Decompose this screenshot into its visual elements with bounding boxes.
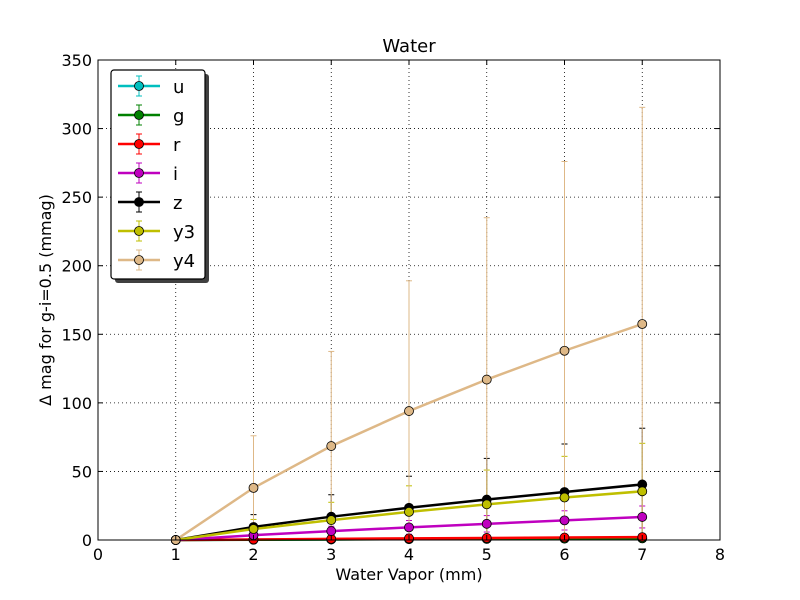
x-tick-label: 8 (715, 545, 725, 564)
x-axis-label: Water Vapor (mm) (335, 565, 482, 584)
data-point-i (559, 515, 570, 526)
legend-marker-y4 (134, 255, 144, 265)
data-point-y3 (326, 515, 337, 526)
y-tick-label: 0 (82, 531, 92, 550)
legend-label-i: i (173, 164, 178, 185)
data-point-i (637, 512, 648, 522)
x-tick-label: 3 (326, 545, 336, 564)
y-tick-label: 250 (61, 188, 92, 207)
legend-label-z: z (173, 193, 182, 214)
y-tick-label: 50 (72, 462, 92, 481)
legend-marker-u (134, 81, 144, 91)
legend-label-y3: y3 (173, 222, 195, 243)
x-tick-label: 2 (248, 545, 258, 564)
x-tick-label: 1 (171, 545, 181, 564)
x-tick-label: 5 (482, 545, 492, 564)
data-point-y3 (559, 492, 570, 503)
x-tick-label: 6 (559, 545, 569, 564)
data-point-i (326, 526, 337, 536)
x-tick-label: 0 (93, 545, 103, 564)
y-tick-label: 300 (61, 120, 92, 139)
data-point-y3 (637, 486, 648, 497)
legend-label-u: u (173, 77, 184, 98)
legend-label-r: r (173, 135, 181, 156)
legend-marker-g (134, 110, 144, 120)
data-point-y3 (248, 524, 259, 534)
data-point-i (404, 522, 414, 533)
y-tick-label: 100 (61, 394, 92, 413)
x-tick-label: 7 (637, 545, 647, 564)
data-point-y3 (481, 499, 492, 510)
legend-marker-z (134, 197, 144, 207)
axis-ticks: 0 1 2 3 4 5 6 7 8 0 50 100 150 200 250 300 350 (61, 51, 725, 564)
y-axis-label: Δ mag for g-i=0.5 (mmag) (36, 194, 55, 406)
y-tick-label: 200 (61, 257, 92, 276)
legend-label-g: g (173, 106, 184, 127)
data-point-y4 (248, 482, 259, 493)
data-point-y4 (559, 345, 570, 356)
x-tick-label: 4 (404, 545, 414, 564)
data-point-y4 (404, 406, 414, 416)
legend-marker-y3 (134, 226, 144, 236)
legend-marker-i (134, 168, 144, 178)
legend-marker-r (134, 139, 144, 149)
data-point-i (481, 518, 492, 529)
legend-box (110, 69, 206, 280)
y-tick-label: 350 (61, 51, 92, 70)
data-point-y3 (404, 506, 414, 517)
y-tick-label: 150 (61, 325, 92, 344)
series-markers (170, 319, 648, 545)
error-bars (250, 106, 646, 542)
data-point-y4 (481, 374, 492, 385)
data-point-y4 (326, 441, 337, 451)
chart-title: Water (382, 36, 436, 57)
legend-label-y4: y4 (173, 251, 195, 272)
data-point-y4 (637, 319, 648, 329)
